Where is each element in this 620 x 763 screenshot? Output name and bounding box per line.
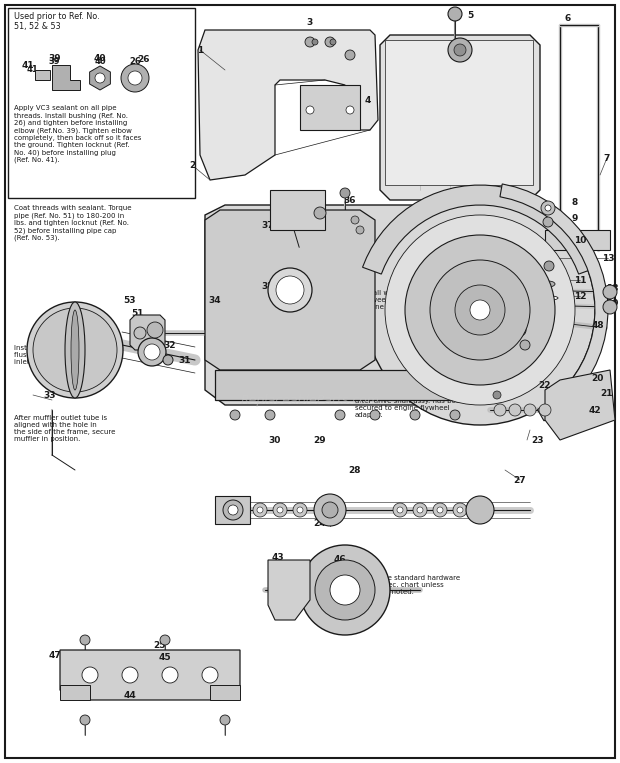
Text: Tighten setscrew (Ref No. 20)
after drive shaft assy. has been
secured to engine: Tighten setscrew (Ref No. 20) after driv… (355, 390, 464, 417)
Text: 20: 20 (591, 374, 603, 382)
Circle shape (351, 216, 359, 224)
Text: 25: 25 (154, 640, 166, 649)
Circle shape (335, 410, 345, 420)
Circle shape (330, 39, 336, 45)
Text: Install clamp so edge is
flush with end of muffler
inlet tube.: Install clamp so edge is flush with end … (14, 345, 100, 365)
Ellipse shape (542, 296, 558, 300)
Circle shape (122, 667, 138, 683)
Circle shape (430, 260, 530, 360)
Bar (8, 8, 195, 198)
Circle shape (370, 410, 380, 420)
Text: 11: 11 (574, 275, 587, 285)
Circle shape (80, 715, 90, 725)
Text: 26: 26 (129, 57, 141, 66)
Circle shape (160, 635, 170, 645)
Circle shape (410, 410, 420, 420)
Circle shape (253, 503, 267, 517)
Circle shape (27, 302, 123, 398)
Circle shape (493, 391, 501, 399)
Circle shape (539, 404, 551, 416)
Bar (215, 370, 485, 400)
Ellipse shape (65, 302, 85, 398)
Circle shape (453, 503, 467, 517)
Text: 14: 14 (480, 327, 494, 336)
Text: After muffler outlet tube is
aligned with the hole in
the side of the frame, sec: After muffler outlet tube is aligned wit… (14, 415, 115, 442)
Bar (300, 85, 360, 130)
Circle shape (128, 71, 142, 85)
Circle shape (144, 344, 160, 360)
Circle shape (314, 207, 326, 219)
Bar (215, 496, 250, 524)
Text: 3: 3 (307, 18, 313, 27)
Circle shape (397, 507, 403, 513)
Text: 32: 32 (164, 340, 176, 349)
Circle shape (603, 285, 617, 299)
Circle shape (413, 503, 427, 517)
Circle shape (223, 500, 243, 520)
Text: 7: 7 (604, 153, 610, 163)
Circle shape (346, 106, 354, 114)
Polygon shape (363, 185, 598, 274)
Circle shape (393, 503, 407, 517)
Circle shape (450, 410, 460, 420)
Polygon shape (500, 184, 608, 421)
Polygon shape (52, 65, 80, 90)
Circle shape (293, 503, 307, 517)
Text: 12: 12 (574, 291, 587, 301)
Circle shape (455, 285, 505, 335)
Circle shape (514, 324, 526, 336)
Circle shape (405, 235, 555, 385)
Text: 26: 26 (138, 54, 150, 63)
Text: 28: 28 (348, 465, 361, 475)
Text: 2: 2 (189, 160, 195, 169)
Circle shape (162, 667, 178, 683)
Circle shape (134, 327, 146, 339)
Circle shape (305, 37, 315, 47)
Circle shape (433, 503, 447, 517)
Bar (270, 190, 325, 230)
Text: 10: 10 (574, 236, 586, 244)
Text: Coat threads with sealant. Torque
pipe (Ref. No. 51) to 180-200 in
lbs. and tigh: Coat threads with sealant. Torque pipe (… (14, 205, 131, 241)
Text: 30: 30 (269, 436, 281, 445)
Text: 6: 6 (565, 14, 571, 22)
Text: 19: 19 (606, 298, 618, 307)
Text: 15: 15 (480, 343, 494, 353)
Circle shape (365, 195, 595, 425)
Text: 39: 39 (48, 57, 60, 66)
Text: 40: 40 (94, 57, 106, 66)
Circle shape (356, 226, 364, 234)
Circle shape (277, 507, 283, 513)
Circle shape (466, 496, 494, 524)
Bar (60, 685, 90, 700)
Polygon shape (90, 66, 110, 90)
Text: 51: 51 (131, 308, 144, 317)
Text: 8: 8 (572, 198, 578, 207)
Circle shape (273, 503, 287, 517)
Circle shape (543, 217, 553, 227)
Text: 52: 52 (142, 324, 154, 333)
Bar (210, 685, 240, 700)
Polygon shape (130, 315, 165, 350)
Circle shape (340, 188, 350, 198)
Polygon shape (205, 205, 500, 405)
Text: 45: 45 (159, 653, 171, 662)
Text: 40: 40 (94, 53, 106, 63)
Text: NOTE: Use standard hardware
torque spec. chart unless
otherwise noted.: NOTE: Use standard hardware torque spec.… (355, 575, 460, 595)
Circle shape (300, 545, 390, 635)
Text: 35: 35 (262, 282, 274, 291)
Text: 23: 23 (532, 436, 544, 445)
Circle shape (520, 340, 530, 350)
Polygon shape (60, 650, 240, 700)
Text: 21: 21 (601, 388, 613, 398)
Circle shape (230, 410, 240, 420)
Circle shape (448, 38, 472, 62)
Polygon shape (380, 35, 540, 200)
Text: 33: 33 (44, 391, 56, 400)
Circle shape (454, 44, 466, 56)
Text: 24: 24 (314, 520, 326, 529)
Text: 31: 31 (179, 356, 191, 365)
Circle shape (325, 37, 335, 47)
Text: 47: 47 (48, 651, 61, 659)
Text: 1: 1 (197, 46, 203, 54)
Text: 43: 43 (272, 553, 285, 562)
